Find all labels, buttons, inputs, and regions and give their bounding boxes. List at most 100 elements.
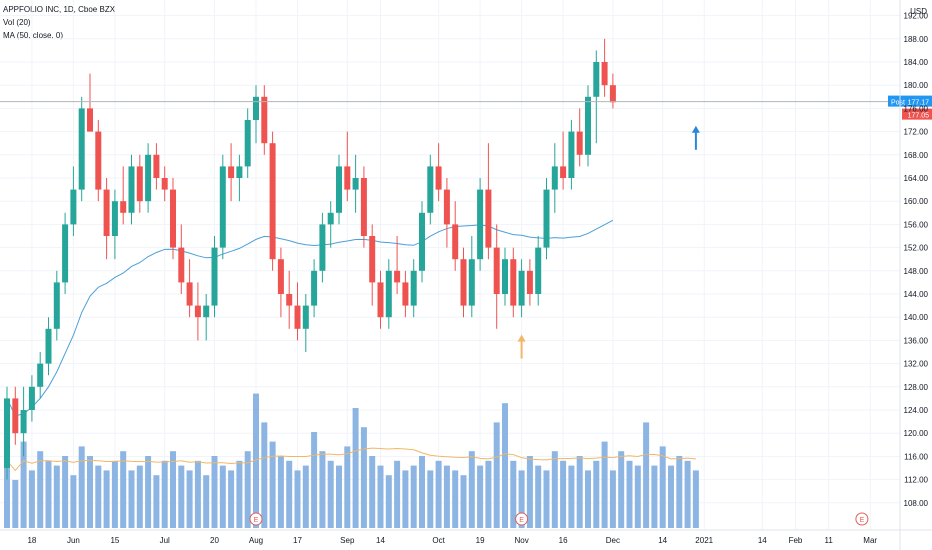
candle [128, 154, 135, 225]
volume-bar [659, 446, 666, 528]
volume-bar [103, 470, 110, 528]
candle [360, 166, 367, 248]
volume-bar [485, 460, 492, 528]
candle-body [103, 189, 110, 236]
volume-bar [618, 451, 625, 528]
candle-body [311, 270, 318, 306]
volume-bar [170, 451, 176, 528]
y-tick-label: 160.00 [904, 197, 929, 206]
volume-bar [352, 408, 359, 528]
x-tick-label: 14 [658, 536, 667, 545]
volume-bar [153, 475, 160, 528]
y-tick-label: 140.00 [904, 313, 929, 322]
candle-body [543, 189, 550, 248]
volume-bar [344, 446, 351, 528]
candle [477, 178, 484, 271]
volume-bar [194, 460, 201, 528]
volume-bar [518, 470, 525, 528]
candle-body [526, 270, 533, 294]
candle [70, 166, 77, 236]
candle-body [153, 154, 160, 178]
symbol-title[interactable]: APPFOLIO INC, 1D, Cboe BZX [3, 5, 116, 14]
volume-bar [28, 470, 35, 528]
volume-bar [543, 470, 550, 528]
volume-bar [78, 446, 85, 528]
candle-body [253, 96, 259, 120]
candlesticks [4, 38, 616, 480]
candle-body [87, 108, 93, 132]
candle [236, 154, 243, 202]
candle [568, 120, 575, 190]
candle [344, 131, 351, 202]
volume-bar [684, 460, 691, 528]
ma-indicator-label[interactable]: MA (50, close, 0) [3, 31, 64, 40]
volume-bar [228, 470, 235, 528]
candle [560, 131, 567, 190]
candle-body [95, 131, 102, 190]
volume-bar [601, 441, 608, 528]
volume-bar [294, 470, 301, 528]
candle [186, 259, 193, 318]
volume-indicator-label[interactable]: Vol (20) [3, 18, 31, 27]
candle-body [502, 259, 508, 294]
chart-legend: APPFOLIO INC, 1D, Cboe BZX Vol (20) MA (… [3, 3, 115, 42]
candle [336, 154, 342, 225]
candle [103, 178, 110, 260]
candle [419, 201, 425, 283]
volume-ma-line [6, 447, 696, 472]
volume-bar [311, 432, 318, 528]
candle [468, 236, 475, 318]
candle [493, 224, 500, 329]
candle [410, 259, 417, 318]
candle [78, 96, 85, 202]
blue-arrow-head [691, 125, 700, 133]
candle [145, 143, 152, 213]
candle-body [460, 259, 467, 306]
candle [286, 270, 293, 329]
volume-bar [70, 475, 77, 528]
volume-bar [477, 465, 484, 528]
post-price-value: 177.17 [908, 100, 930, 107]
candle-body [419, 212, 425, 271]
candle-body [236, 166, 243, 178]
candle-body [535, 247, 542, 294]
candle-body [161, 178, 168, 190]
volume-bar [302, 465, 309, 528]
candle [269, 131, 276, 271]
candle-body [327, 212, 334, 225]
candle [120, 166, 127, 225]
volume-bar [20, 441, 27, 528]
y-tick-label: 132.00 [904, 360, 929, 369]
candle [327, 201, 334, 248]
volume-bar [128, 470, 135, 528]
candle-body [402, 282, 409, 306]
candle [228, 143, 235, 202]
earnings-marker [249, 512, 263, 526]
candle-body [302, 305, 309, 329]
candle [601, 38, 608, 97]
candle-body [360, 178, 367, 236]
volume-bar [178, 465, 185, 528]
candle-body [518, 270, 525, 306]
candle-body [120, 201, 127, 213]
volume-bar [427, 470, 434, 528]
y-tick-label: 136.00 [904, 336, 929, 345]
x-tick-label: Mar [863, 536, 877, 545]
volume-bar [502, 403, 508, 528]
candle [219, 154, 226, 260]
candle [609, 73, 616, 109]
earnings-marker [855, 512, 869, 526]
volume-bar [286, 460, 293, 528]
volume-bar [468, 451, 475, 528]
candle-body [277, 259, 284, 294]
candle-body [170, 189, 176, 248]
candle [161, 166, 168, 202]
candle [95, 120, 102, 202]
candle [28, 375, 35, 422]
candle-body [211, 247, 218, 306]
x-tick-label: 20 [210, 536, 219, 545]
candle [194, 282, 201, 341]
volume-bar [651, 465, 658, 528]
candle [277, 247, 284, 318]
